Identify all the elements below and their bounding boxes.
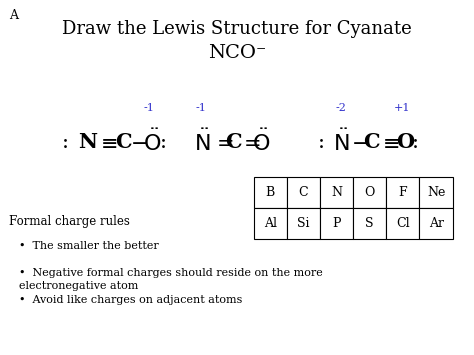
Text: Si: Si xyxy=(297,217,310,230)
Text: $\ddot{\rm O}$: $\ddot{\rm O}$ xyxy=(252,129,271,155)
FancyBboxPatch shape xyxy=(320,208,353,239)
FancyBboxPatch shape xyxy=(419,177,453,208)
Text: N: N xyxy=(78,132,97,152)
Text: -1: -1 xyxy=(144,103,155,113)
Text: O: O xyxy=(365,186,375,199)
FancyBboxPatch shape xyxy=(419,208,453,239)
FancyBboxPatch shape xyxy=(287,208,320,239)
Text: Ne: Ne xyxy=(427,186,445,199)
Text: N: N xyxy=(331,186,342,199)
Text: O: O xyxy=(396,132,414,152)
Text: $-$: $-$ xyxy=(130,132,147,152)
FancyBboxPatch shape xyxy=(386,177,419,208)
Text: $\ddot{\rm N}$: $\ddot{\rm N}$ xyxy=(333,129,349,155)
Text: Draw the Lewis Structure for Cyanate: Draw the Lewis Structure for Cyanate xyxy=(62,20,412,38)
Text: S: S xyxy=(365,217,374,230)
Text: +1: +1 xyxy=(394,103,410,113)
Text: C: C xyxy=(299,186,308,199)
Text: $\ddot{\rm N}$: $\ddot{\rm N}$ xyxy=(194,129,211,155)
Text: C: C xyxy=(364,132,380,152)
Text: Cl: Cl xyxy=(396,217,410,230)
Text: NCO⁻: NCO⁻ xyxy=(208,44,266,62)
Text: F: F xyxy=(399,186,407,199)
FancyBboxPatch shape xyxy=(353,208,386,239)
FancyBboxPatch shape xyxy=(320,177,353,208)
FancyBboxPatch shape xyxy=(386,208,419,239)
FancyBboxPatch shape xyxy=(287,177,320,208)
FancyBboxPatch shape xyxy=(353,177,386,208)
Text: Ar: Ar xyxy=(428,217,444,230)
Text: $-$: $-$ xyxy=(351,132,368,152)
Text: :: : xyxy=(411,132,419,152)
Text: $\equiv$: $\equiv$ xyxy=(378,132,400,152)
Text: Al: Al xyxy=(264,217,277,230)
Text: C: C xyxy=(225,132,242,152)
Text: :: : xyxy=(318,132,325,152)
Text: P: P xyxy=(332,217,341,230)
Text: •  Avoid like charges on adjacent atoms: • Avoid like charges on adjacent atoms xyxy=(19,295,242,305)
Text: B: B xyxy=(265,186,275,199)
FancyBboxPatch shape xyxy=(254,208,287,239)
Text: Formal charge rules: Formal charge rules xyxy=(9,215,130,228)
Text: $\equiv$: $\equiv$ xyxy=(96,132,118,152)
Text: $=$: $=$ xyxy=(212,132,234,152)
FancyBboxPatch shape xyxy=(254,177,287,208)
Text: •  Negative formal charges should reside on the more
electronegative atom: • Negative formal charges should reside … xyxy=(19,268,323,291)
Text: :: : xyxy=(160,132,167,152)
Text: -1: -1 xyxy=(196,103,207,113)
Text: $=$: $=$ xyxy=(239,132,261,152)
Text: A: A xyxy=(9,9,18,22)
Text: :: : xyxy=(62,132,69,152)
Text: -2: -2 xyxy=(336,103,346,113)
Text: $\ddot{\rm O}$: $\ddot{\rm O}$ xyxy=(143,129,162,155)
Text: C: C xyxy=(115,132,131,152)
Text: •  The smaller the better: • The smaller the better xyxy=(19,241,159,251)
